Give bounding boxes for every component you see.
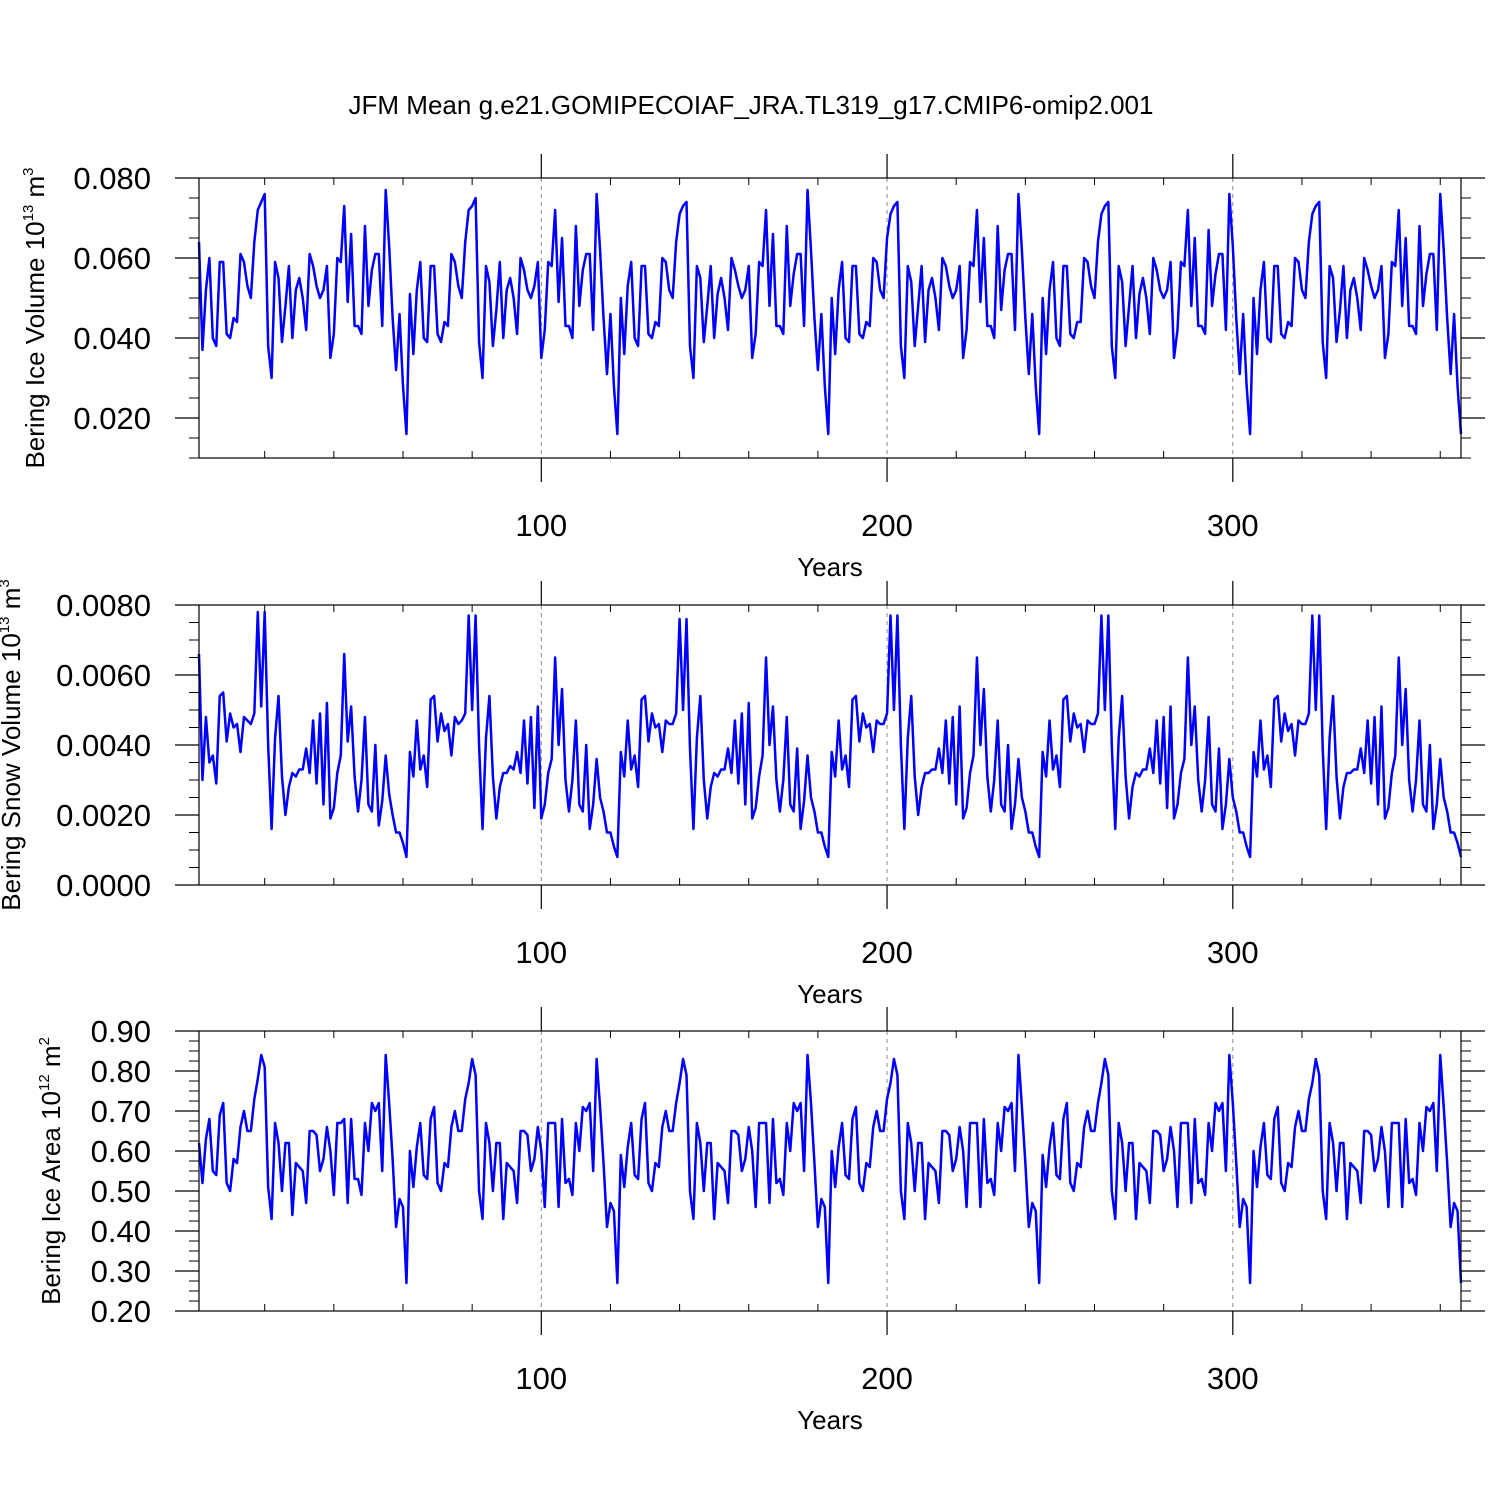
ice-volume-panel: 100 200 300 0.020 0.040 0.060 0.080 Years Bering…	[20, 154, 1485, 582]
ice-area-xtick-label-300: 300	[1207, 1361, 1259, 1396]
ice-area-ytick-label-2: 0.40	[91, 1214, 151, 1249]
snow-volume-xtick-label-200: 200	[861, 935, 913, 970]
snow-volume-ytick-label-0: 0.0000	[56, 868, 151, 903]
ice-volume-xtick-label-100: 100	[515, 508, 567, 543]
ice-area-xtick-label-100: 100	[515, 1361, 567, 1396]
snow-volume-ytick-label-3: 0.0060	[56, 658, 151, 693]
ice-area-ytick-label-1: 0.30	[91, 1254, 151, 1289]
snow-volume-ytick-label-4: 0.0080	[56, 588, 151, 623]
snow-volume-series-line	[197, 610, 1463, 859]
snow-volume-ylabel: Bering Snow Volume 1013 m3	[0, 579, 26, 910]
ice-volume-ytick-label-3: 0.080	[73, 161, 151, 196]
snow-volume-xlabel: Years	[797, 979, 863, 1009]
ice-area-ytick-label-6: 0.80	[91, 1054, 151, 1089]
snow-volume-xtick-label-300: 300	[1207, 935, 1259, 970]
ice-area-ytick-label-4: 0.60	[91, 1134, 151, 1169]
ice-area-ytick-label-0: 0.20	[91, 1294, 151, 1329]
snow-volume-xtick-label-100: 100	[515, 935, 567, 970]
ice-area-ytick-label-7: 0.90	[91, 1014, 151, 1049]
ice-area-panel: 100 200 300 0.20 0.30 0.40 0.50 0.60 0.70 0.80 0.9…	[36, 1007, 1485, 1435]
ice-area-series-line	[197, 1053, 1463, 1285]
ice-volume-ytick-label-2: 0.060	[73, 241, 151, 276]
snow-volume-minor-ticks	[189, 604, 1471, 886]
ice-volume-ylabel: Bering Ice Volume 1013 m3	[20, 167, 50, 468]
ice-volume-ytick-label-1: 0.040	[73, 321, 151, 356]
snow-volume-panel: 100 200 300 0.0000 0.0020 0.0040 0.0060 0.0080 Y…	[0, 579, 1485, 1009]
panels: 100 200 300 0.020 0.040 0.060 0.080 Years Bering…	[0, 154, 1485, 1435]
ice-area-xlabel: Years	[797, 1405, 863, 1435]
snow-volume-ytick-label-1: 0.0020	[56, 798, 151, 833]
ice-volume-ytick-label-0: 0.020	[73, 401, 151, 436]
ice-area-ylabel: Bering Ice Area 1012 m2	[36, 1037, 66, 1305]
ice-area-xtick-label-200: 200	[861, 1361, 913, 1396]
ice-volume-xtick-label-300: 300	[1207, 508, 1259, 543]
ice-volume-xtick-label-200: 200	[861, 508, 913, 543]
figure-title: JFM Mean g.e21.GOMIPECOIAF_JRA.TL319_g17…	[349, 90, 1154, 120]
ice-volume-xlabel: Years	[797, 552, 863, 582]
ice-area-ytick-label-5: 0.70	[91, 1094, 151, 1129]
ice-area-ytick-label-3: 0.50	[91, 1174, 151, 1209]
snow-volume-ytick-label-2: 0.0040	[56, 728, 151, 763]
ice-volume-series-line	[197, 188, 1463, 436]
